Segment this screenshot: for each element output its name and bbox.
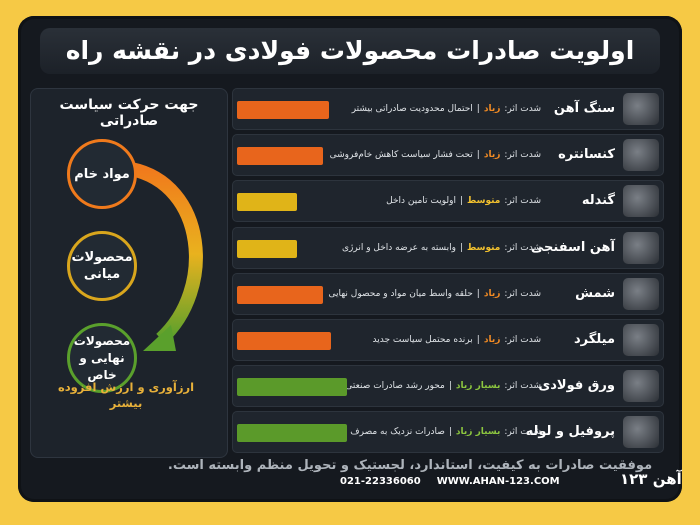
product-name: ورق فولادی: [538, 378, 615, 394]
product-desc: شدت اثر:زیاد|حلقه واسط میان مواد و محصول…: [325, 274, 541, 314]
flow-arrow: [129, 162, 203, 351]
product-desc: شدت اثر:زیاد|برنده محتمل سیاست جدید: [369, 320, 541, 360]
separator: |: [476, 288, 480, 299]
product-row: میلگرد شدت اثر:زیاد|برنده محتمل سیاست جدی…: [232, 319, 664, 361]
impact-level: زیاد: [483, 335, 501, 345]
product-row: شمش شدت اثر:زیاد|حلقه واسط میان مواد و مح…: [232, 272, 664, 315]
separator: |: [476, 150, 480, 161]
arrow-body: [129, 162, 203, 345]
separator: |: [448, 427, 452, 438]
product-list: سنگ آهن شدت اثر:زیاد|احتمال محدودیت صادرا…: [232, 88, 664, 456]
impact-label: شدت اثر:: [504, 150, 541, 161]
product-desc: شدت اثر:زیاد|احتمال محدودیت صادراتی بیشت…: [348, 89, 541, 129]
product-row: ورق فولادی شدت اثر:بسیار زیاد|محور رشد صا…: [232, 365, 664, 408]
impact-label: شدت اثر:: [504, 335, 541, 345]
impact-bar: [237, 424, 347, 443]
product-note: اولویت تامین داخل: [386, 196, 456, 207]
stage: مواد خام: [67, 139, 137, 209]
website: WWW.AHAN-123.COM: [436, 476, 560, 487]
product-icon: [623, 93, 659, 125]
arrow-head: [143, 325, 176, 351]
product-note: صادرات نزدیک به مصرف نهایی: [328, 427, 445, 438]
product-icon: [623, 277, 659, 310]
product-name: گندله: [581, 193, 615, 209]
impact-level: بسیار زیاد: [455, 381, 501, 392]
impact-bar: [237, 332, 331, 350]
impact-bar: [237, 101, 329, 119]
impact-label: شدت اثر:: [504, 196, 541, 207]
impact-bar: [237, 285, 323, 304]
policy-panel: جهت حرکت سیاست صادراتی مواد خام محصولات …: [30, 88, 228, 458]
impact-level: زیاد: [483, 104, 501, 114]
product-row: کنسانتره شدت اثر:زیاد|تحت فشار سیاست کاهش…: [232, 134, 664, 177]
product-row: پروفیل و لوله شدت اثر:بسیار زیاد|صادرات ن…: [232, 411, 664, 454]
product-icon: [623, 139, 659, 172]
product-icon: [623, 185, 659, 218]
product-row: آهن اسفنجی شدت اثر:متوسط |وابسته به عرضه د…: [232, 226, 664, 269]
product-note: حلقه واسط میان مواد و محصول نهایی: [328, 288, 473, 299]
stage: محصولات میانی: [67, 231, 137, 301]
product-name: سنگ آهن: [553, 101, 615, 116]
impact-bar: [237, 239, 297, 258]
separator: |: [476, 104, 480, 114]
impact-level: زیاد: [483, 288, 501, 299]
product-icon: [623, 416, 659, 449]
impact-bar: [237, 147, 323, 166]
contact: 021-22336060 WWW.AHAN-123.COM: [340, 476, 576, 487]
product-name: کنسانتره: [558, 147, 615, 163]
logo: آهن ۱۲۳: [620, 470, 682, 488]
impact-bar: [237, 193, 297, 212]
product-icon: [623, 324, 659, 356]
separator: |: [459, 242, 463, 253]
impact-label: شدت اثر:: [504, 242, 541, 253]
product-note: برنده محتمل سیاست جدید: [372, 335, 473, 345]
product-desc: شدت اثر:متوسط |اولویت تامین داخل: [382, 181, 541, 221]
product-desc: شدت اثر:متوسط |وابسته به عرضه داخل و انرژ…: [338, 228, 541, 268]
product-icon: [623, 231, 659, 264]
product-name: آهن اسفنجی: [530, 239, 615, 255]
separator: |: [476, 335, 480, 345]
outcome: ارزآوری و ارزش افزوده بیشتر: [57, 380, 195, 410]
footer-text: موفقیت صادرات به کیفیت، استاندارد، لجستی…: [167, 458, 653, 473]
impact-label: شدت اثر:: [504, 427, 541, 438]
stage: محصولات نهایی و خاص: [67, 323, 137, 393]
impact-label: شدت اثر:: [504, 288, 541, 299]
phone: 021-22336060: [340, 476, 421, 487]
product-note: تحت فشار سیاست کاهش خام‌فروشی: [329, 150, 473, 161]
policy-title: جهت حرکت سیاست صادراتی: [59, 97, 199, 129]
product-icon: [623, 370, 659, 403]
product-note: محور رشد صادرات صنعتی: [345, 381, 445, 392]
product-desc: شدت اثر:زیاد|تحت فشار سیاست کاهش خام‌فرو…: [326, 135, 541, 175]
separator: |: [448, 381, 452, 392]
product-desc: شدت اثر:بسیار زیاد|صادرات نزدیک به مصرف …: [324, 412, 541, 452]
product-name: میلگرد: [574, 332, 615, 347]
product-note: وابسته به عرضه داخل و انرژی: [341, 242, 456, 253]
impact-level: بسیار زیاد: [455, 427, 501, 438]
impact-level: زیاد: [483, 150, 501, 161]
product-row: گندله شدت اثر:متوسط |اولویت تامین داخل: [232, 180, 664, 223]
impact-level: متوسط: [467, 242, 501, 253]
product-name: پروفیل و لوله: [525, 424, 615, 440]
product-desc: شدت اثر:بسیار زیاد|محور رشد صادرات صنعتی: [341, 366, 541, 406]
title: اولویت صادرات محصولات فولادی در نقشه راه…: [40, 28, 660, 111]
impact-bar: [237, 378, 347, 397]
impact-label: شدت اثر:: [504, 381, 541, 392]
product-note: احتمال محدودیت صادراتی بیشتر: [351, 104, 473, 114]
impact-level: متوسط: [467, 196, 501, 207]
product-row: سنگ آهن شدت اثر:زیاد|احتمال محدودیت صادرا…: [232, 88, 664, 130]
impact-label: شدت اثر:: [504, 104, 541, 114]
separator: |: [459, 196, 463, 207]
product-name: شمش: [575, 285, 615, 301]
